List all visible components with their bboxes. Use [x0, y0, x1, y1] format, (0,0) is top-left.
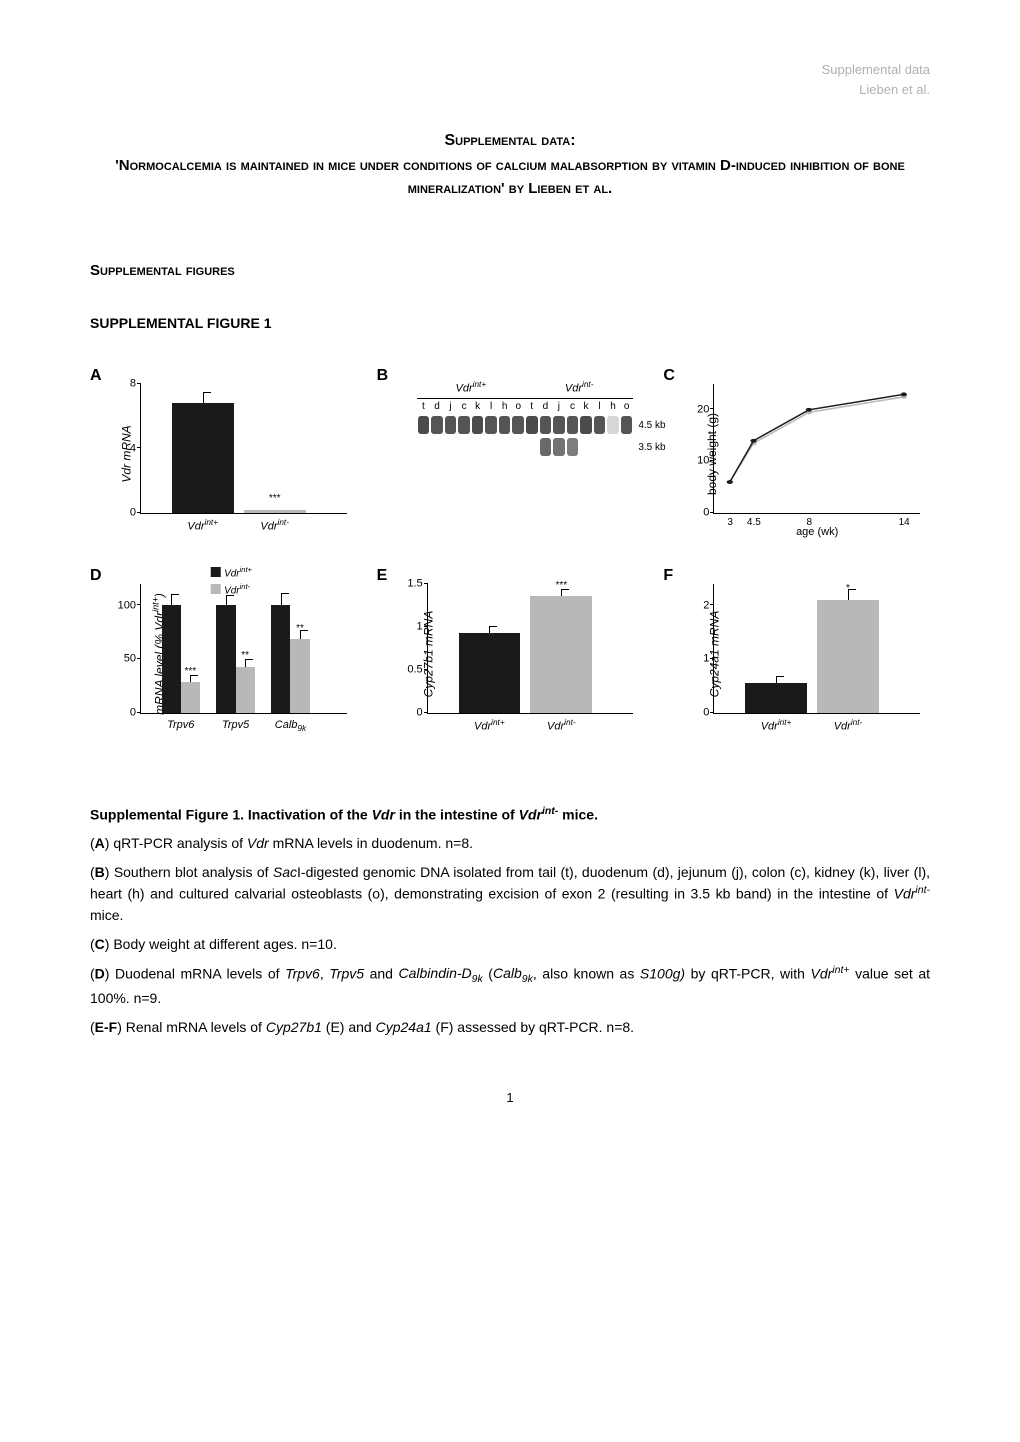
- panel-label-A: A: [90, 364, 102, 388]
- subsection-heading: SUPPLEMENTAL FIGURE 1: [90, 313, 930, 334]
- panel-D: D mRNA level (% Vdrint+) Vdrint+Vdrint- …: [90, 564, 357, 744]
- panel-label-D: D: [90, 564, 102, 588]
- x-label-C: age (wk): [796, 524, 838, 541]
- page-number: 1: [90, 1088, 930, 1108]
- panel-label-B: B: [377, 364, 389, 388]
- caption-A: (A) qRT-PCR analysis of Vdr mRNA levels …: [90, 833, 930, 854]
- panel-B: B Vdrint+Vdrint-tdjcklhotdjcklho4.5 kb3.…: [377, 364, 644, 544]
- panel-F: F Cyp24a1 mRNA 012Vdrint+*Vdrint-: [663, 564, 930, 744]
- header-line1: Supplemental data: [90, 60, 930, 80]
- caption-D: (D) Duodenal mRNA levels of Trpv6, Trpv5…: [90, 963, 930, 1009]
- title-line1: Supplemental data:: [90, 129, 930, 153]
- panel-label-E: E: [377, 564, 388, 588]
- supplemental-header: Supplemental data Lieben et al.: [90, 60, 930, 99]
- caption-B: (B) Southern blot analysis of SacI-diges…: [90, 862, 930, 926]
- title-line2: 'Normocalcemia is maintained in mice und…: [90, 155, 930, 200]
- figure-caption: Supplemental Figure 1. Inactivation of t…: [90, 804, 930, 1039]
- section-heading: Supplemental figures: [90, 260, 930, 283]
- panel-E: E Cyp27b1 mRNA 00.511.5Vdrint+***Vdrint-: [377, 564, 644, 744]
- caption-C: (C) Body weight at different ages. n=10.: [90, 934, 930, 955]
- panel-A: A Vdr mRNA 048Vdrint+***Vdrint-: [90, 364, 357, 544]
- caption-EF: (E-F) Renal mRNA levels of Cyp27b1 (E) a…: [90, 1017, 930, 1038]
- panel-label-F: F: [663, 564, 673, 588]
- title-block: Supplemental data: 'Normocalcemia is mai…: [90, 129, 930, 200]
- panel-label-C: C: [663, 364, 675, 388]
- header-line2: Lieben et al.: [90, 80, 930, 100]
- caption-title: Supplemental Figure 1. Inactivation of t…: [90, 804, 930, 826]
- panel-C: C body weight (g) age (wk) 0102034.5814: [663, 364, 930, 544]
- figure-1: A Vdr mRNA 048Vdrint+***Vdrint- B Vdrint…: [90, 364, 930, 744]
